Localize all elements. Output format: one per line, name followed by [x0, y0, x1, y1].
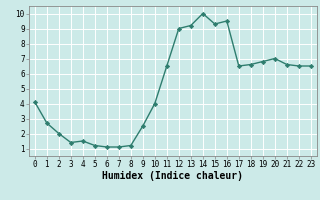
X-axis label: Humidex (Indice chaleur): Humidex (Indice chaleur) — [102, 171, 243, 181]
